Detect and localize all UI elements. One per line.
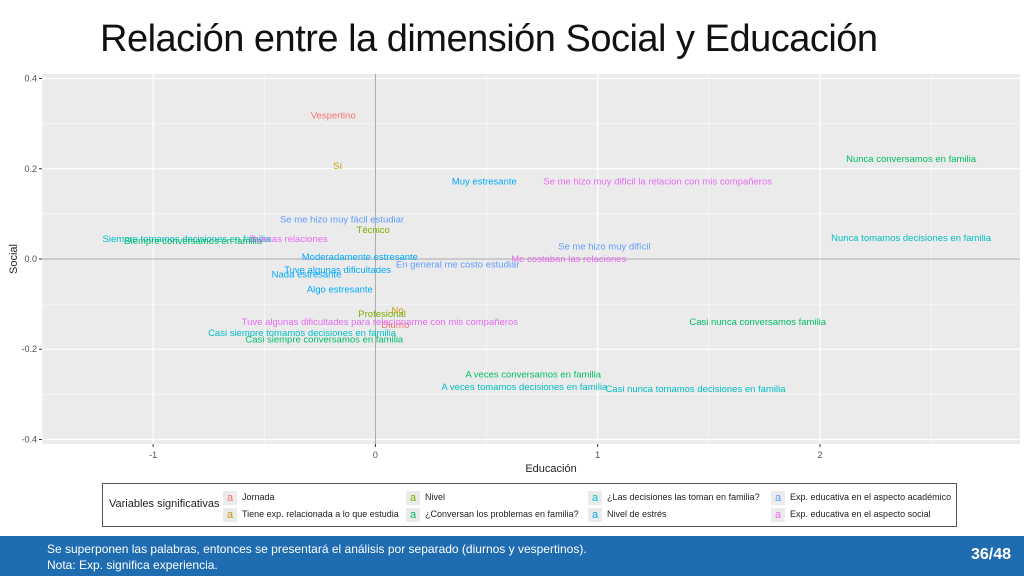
legend-label: ¿Conversan los problemas en familia?: [425, 509, 579, 519]
data-point-label: Casi siempre conversamos en familia: [245, 334, 404, 345]
legend-item: a Nivel: [406, 489, 445, 505]
legend-label: ¿Las decisiones las toman en familia?: [607, 492, 760, 502]
page-number: 36/48: [970, 546, 1011, 563]
legend-label: Exp. educativa en el aspecto social: [790, 509, 931, 519]
y-tick-label: 0.2: [24, 164, 37, 174]
x-tick-label: 2: [817, 450, 822, 460]
x-axis-label: Educación: [525, 463, 576, 475]
data-point-label: Tuve algunas dificultades: [284, 265, 391, 276]
legend-label: Jornada: [242, 492, 275, 502]
data-point-label: Diurno: [381, 320, 409, 331]
y-tick-label: 0.4: [24, 74, 37, 84]
data-point-label: Nunca conversamos en familia: [846, 154, 977, 165]
data-point-label: Tuve algunas dificultades para relaciona…: [242, 317, 519, 328]
data-point-label: Se me hizo muy difícil la relacion con m…: [543, 176, 772, 187]
legend-item: a Nivel de estrés: [588, 506, 667, 522]
legend-title: Variables significativas: [109, 498, 220, 510]
legend-key: a: [588, 490, 602, 505]
legend-item: a ¿Conversan los problemas en familia?: [406, 506, 579, 522]
footer-bar: Se superponen las palabras, entonces se …: [0, 536, 1024, 576]
x-tick-label: 0: [373, 450, 378, 460]
legend-item: a Jornada: [223, 489, 275, 505]
data-point-label: Casi nunca tomamos decisiones en familia: [605, 384, 786, 395]
data-point-label: Sí: [333, 161, 342, 172]
legend-key: a: [223, 490, 237, 505]
legend-item: a ¿Las decisiones las toman en familia?: [588, 489, 760, 505]
legend-key: a: [406, 507, 420, 522]
legend-key: a: [771, 507, 785, 522]
legend-label: Nivel: [425, 492, 446, 502]
legend-label: Tiene exp. relacionada a lo que estudia: [242, 509, 399, 519]
legend-key: a: [771, 490, 785, 505]
footer-note-2: Nota: Exp. significa experiencia.: [47, 558, 218, 572]
y-tick-label: 0.0: [24, 254, 37, 264]
y-tick-label: -0.4: [21, 434, 37, 444]
data-point-label: No: [392, 305, 404, 316]
chart-legend: Variables significativas a Jornada a Tiene …: [102, 483, 957, 527]
legend-label: Nivel de estrés: [607, 509, 667, 519]
x-tick-label: -1: [149, 450, 157, 460]
legend-key: a: [406, 490, 420, 505]
data-point-label: Siempre conversamos en familia: [124, 236, 263, 247]
data-point-label: Algo estresante: [307, 285, 373, 296]
data-point-label: Se me hizo muy difícil: [558, 241, 650, 252]
legend-key: a: [588, 507, 602, 522]
data-point-label: Casi siempre tomamos decisiones en famil…: [208, 328, 397, 339]
y-axis-label: Social: [8, 244, 20, 274]
data-point-label: Se me hizo muy fácil estudiar: [280, 214, 404, 225]
data-point-label: Buenas relaciones: [250, 234, 328, 245]
legend-item: a Exp. educativa en el aspecto académico: [771, 489, 951, 505]
legend-label: Exp. educativa en el aspecto académico: [790, 492, 952, 502]
y-tick-label: -0.2: [21, 344, 37, 354]
data-point-label: A veces tomamos decisiones en familia: [441, 382, 608, 393]
data-point-label: Profesional: [358, 309, 406, 320]
slide-title: Relación entre la dimensión Social y Edu…: [100, 18, 878, 60]
scatter-plot: -1 0 1 2 0.4 0.2 0.0 -0.2 -0.4 Educación Social Ves…: [8, 74, 1020, 475]
data-point-label: Nada estresante: [272, 269, 342, 280]
legend-item: a Tiene exp. relacionada a lo que estudia: [223, 506, 399, 522]
data-point-label: Muy estresante: [452, 176, 517, 187]
data-point-label: Me costaban las relaciones: [511, 254, 626, 265]
data-point-label: Moderadamente estresante: [302, 252, 418, 263]
x-tick-label: 1: [595, 450, 600, 460]
data-point-label: Vespertino: [311, 111, 356, 122]
data-point-label: Técnico: [357, 225, 390, 236]
data-point-label: En general me costo estudiar: [396, 259, 520, 270]
data-point-label: Casi nunca conversamos familia: [689, 317, 826, 328]
footer-note-1: Se superponen las palabras, entonces se …: [47, 542, 587, 556]
data-point-label: A veces conversamos en familia: [465, 370, 601, 381]
data-point-label: Siempre tomamos decisiones en familia: [103, 234, 272, 245]
legend-key: a: [223, 507, 237, 522]
legend-item: a Exp. educativa en el aspecto social: [771, 506, 931, 522]
data-point-label: Nunca tomamos decisiones en familia: [831, 233, 992, 244]
